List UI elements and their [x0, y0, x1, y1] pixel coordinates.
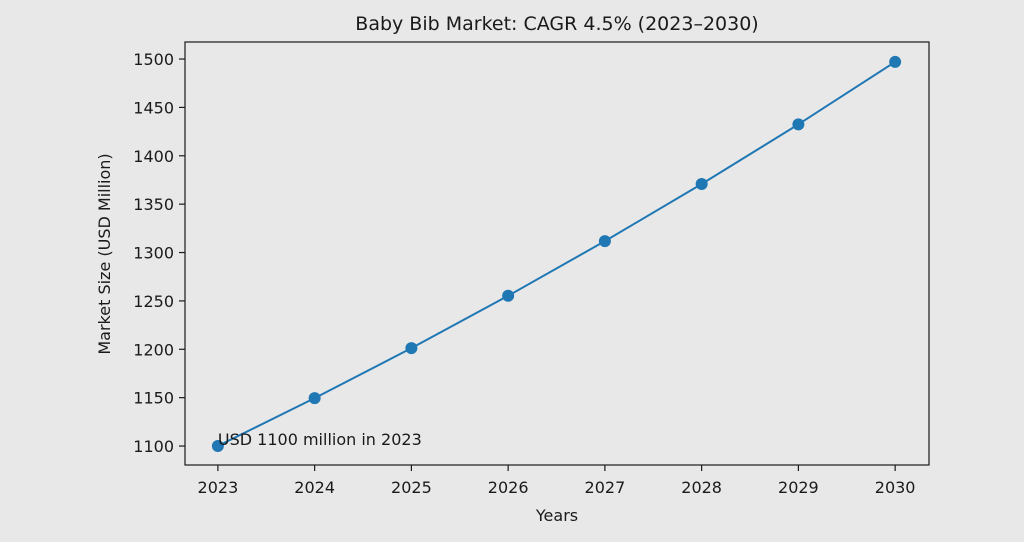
plot-frame [184, 41, 930, 466]
y-tick-label: 1450 [133, 98, 174, 117]
y-tick-label: 1250 [133, 292, 174, 311]
y-tick-label: 1500 [133, 50, 174, 69]
data-point [792, 118, 805, 131]
data-point [502, 289, 515, 302]
chart-title: Baby Bib Market: CAGR 4.5% (2023–2030) [355, 13, 758, 35]
x-tick-label: 2029 [778, 478, 819, 497]
data-point [211, 440, 224, 453]
series-line [217, 61, 896, 447]
y-tick-label: 1350 [133, 195, 174, 214]
annotation: USD 1100 million in 2023 [218, 430, 422, 449]
data-point [308, 392, 321, 405]
x-tick-label: 2026 [488, 478, 529, 497]
data-point [598, 235, 611, 248]
x-axis-label: Years [535, 506, 578, 525]
data-point [889, 55, 902, 68]
y-axis-label: Market Size (USD Million) [95, 153, 114, 354]
data-point [695, 178, 708, 191]
x-tick-label: 2028 [681, 478, 722, 497]
x-tick-label: 2030 [875, 478, 916, 497]
y-tick-label: 1200 [133, 340, 174, 359]
y-tick-label: 1150 [133, 389, 174, 408]
y-tick-label: 1100 [133, 437, 174, 456]
y-tick-label: 1300 [133, 244, 174, 263]
x-tick-label: 2025 [391, 478, 432, 497]
data-point [405, 342, 418, 355]
x-tick-label: 2027 [585, 478, 626, 497]
y-tick-label: 1400 [133, 147, 174, 166]
x-tick-label: 2023 [198, 478, 239, 497]
x-tick-label: 2024 [294, 478, 335, 497]
